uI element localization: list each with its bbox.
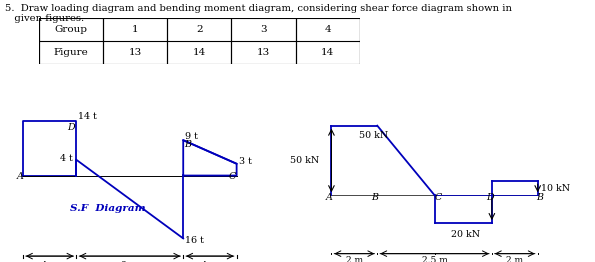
Text: 2 m: 2 m <box>506 256 524 262</box>
Text: 4: 4 <box>324 25 331 34</box>
Text: 4 t: 4 t <box>60 154 73 163</box>
Text: C: C <box>434 193 441 202</box>
Text: Figure: Figure <box>54 48 88 57</box>
Text: 3 t: 3 t <box>239 157 252 166</box>
Text: 1: 1 <box>131 25 139 34</box>
Text: A: A <box>325 193 333 202</box>
Text: B: B <box>371 193 378 202</box>
Text: A: A <box>16 172 23 181</box>
Text: 14: 14 <box>321 48 334 57</box>
Text: 13: 13 <box>129 48 142 57</box>
Text: 9 t: 9 t <box>184 132 198 141</box>
Text: 14: 14 <box>193 48 206 57</box>
Text: 20 kN: 20 kN <box>450 230 480 239</box>
Text: 8 m: 8 m <box>121 261 139 262</box>
Text: 5.  Draw loading diagram and bending moment diagram, considering shear force dia: 5. Draw loading diagram and bending mome… <box>5 4 512 13</box>
Text: B: B <box>184 140 192 149</box>
Text: 13: 13 <box>257 48 270 57</box>
Text: 10 kN: 10 kN <box>541 184 570 193</box>
Text: 16 t: 16 t <box>184 236 203 245</box>
Text: C: C <box>228 172 236 181</box>
Text: B: B <box>537 193 543 202</box>
Text: given figures.: given figures. <box>5 14 84 23</box>
Text: 50 kN: 50 kN <box>290 156 320 165</box>
Text: ← 4 m →: ← 4 m → <box>31 261 68 262</box>
Text: Group: Group <box>54 25 87 34</box>
Text: 3: 3 <box>260 25 267 34</box>
Text: 2 m: 2 m <box>346 256 363 262</box>
Text: 50 kN: 50 kN <box>359 131 388 140</box>
Text: 2.5 m: 2.5 m <box>422 256 447 262</box>
Text: D: D <box>486 193 493 202</box>
Text: ← 4 m →: ← 4 m → <box>191 261 229 262</box>
Text: S.F  Diagram: S.F Diagram <box>70 204 145 213</box>
Text: D: D <box>67 123 75 132</box>
Text: 2: 2 <box>196 25 203 34</box>
Text: 14 t: 14 t <box>78 112 96 121</box>
